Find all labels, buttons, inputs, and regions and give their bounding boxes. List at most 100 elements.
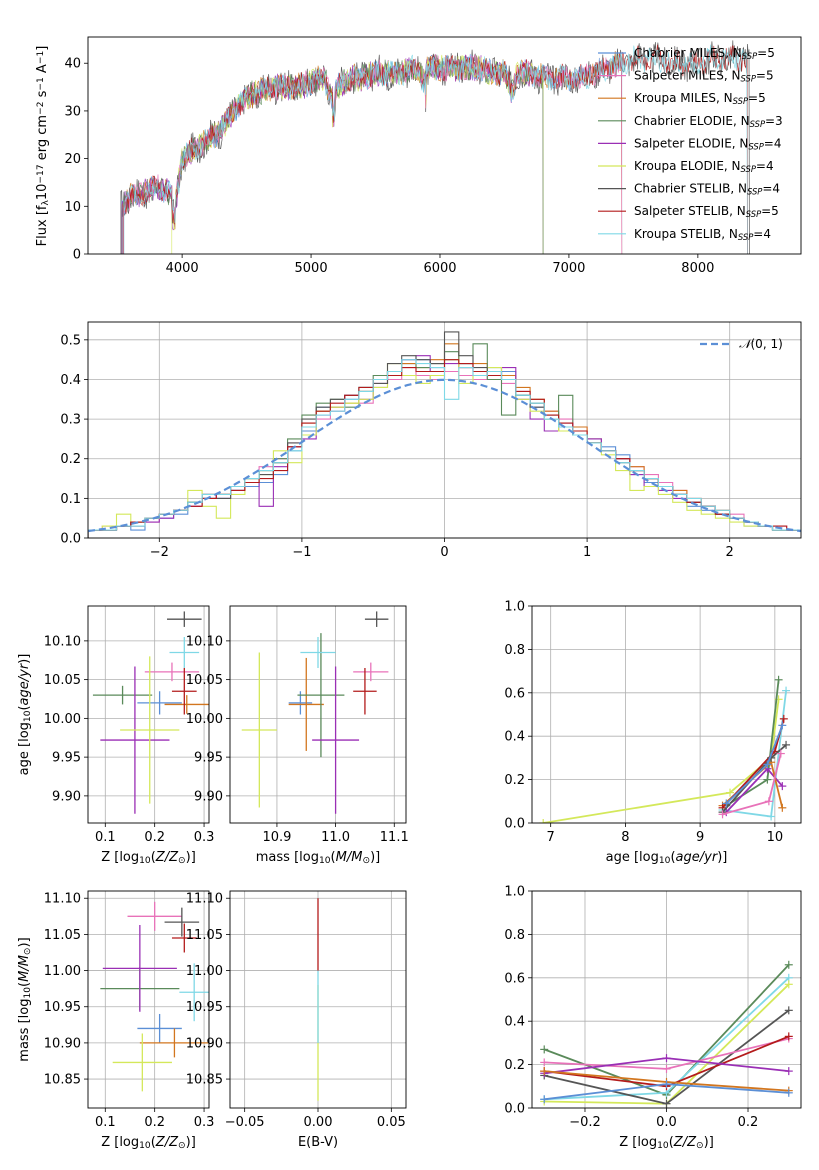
- x-tick-label: 7: [547, 830, 555, 845]
- legend-series-name: Salpeter STELIB, N: [634, 204, 746, 218]
- x-tick-label: 5000: [295, 261, 328, 276]
- y-tick-label: 11.10: [44, 892, 81, 907]
- legend-label: Salpeter MILES, NSSP=5: [634, 69, 774, 84]
- y-tick-label: 10.90: [44, 1036, 81, 1051]
- y-tick-label: 10: [64, 200, 81, 215]
- y-tick-label: 10.90: [186, 1036, 223, 1051]
- plot-area: [120, 40, 750, 254]
- axes-frame: [531, 605, 802, 824]
- legend-series-name: Chabrier MILES, N: [634, 46, 742, 60]
- x-tick-label: 2: [726, 545, 734, 560]
- y-tick-label: 11.05: [44, 928, 81, 943]
- y-tick-label: 0.2: [504, 1058, 525, 1073]
- y-tick-label: 0: [73, 248, 81, 263]
- y-tick-label: 20: [64, 152, 81, 167]
- axes-frame: [87, 605, 210, 824]
- y-tick-label: 30: [64, 104, 81, 119]
- y-tick-label: 40: [64, 57, 81, 72]
- legend-series-name: Salpeter MILES, N: [634, 69, 741, 83]
- y-tick-label: 0.4: [504, 1015, 525, 1030]
- plot-area: [539, 675, 791, 823]
- y-tick-label: 10.95: [186, 1000, 223, 1015]
- x-tick-label: 10.9: [262, 830, 291, 845]
- y-tick-label: 0.6: [504, 971, 525, 986]
- x-axis-label: age [log10(age/yr)]: [606, 850, 728, 866]
- legend-series-name: Kroupa ELODIE, N: [634, 159, 741, 173]
- y-tick-label: 0.1: [60, 492, 81, 507]
- y-tick-label: 1.0: [504, 600, 525, 615]
- y-tick-label: 10.10: [44, 634, 81, 649]
- plot-age_vs_mass: 10.9 11.0 11.1 9.90 9.95 10.00 10.05 10.10: [186, 605, 409, 845]
- y-tick-label: 0.4: [504, 730, 525, 745]
- y-tick-label: 0.3: [60, 413, 81, 428]
- plot-area: [100, 901, 209, 1092]
- y-tick-label: 11.00: [44, 964, 81, 979]
- x-tick-label: 0.00: [304, 1115, 333, 1130]
- plot-area: [88, 331, 801, 538]
- gaussian-curve: [88, 378, 801, 533]
- axes-frame: [229, 890, 407, 1109]
- x-tick-label: 0: [440, 545, 448, 560]
- axes-frame: [87, 36, 802, 255]
- y-tick-label: 0.2: [60, 452, 81, 467]
- axes-frame: [531, 890, 802, 1109]
- x-tick-label: 6000: [423, 261, 456, 276]
- x-axis-label: Z [log10(Z/Z⊙)]: [101, 850, 196, 866]
- x-tick-label: 7000: [552, 261, 585, 276]
- plot-weight_vs_Z: −0.2 0.0 0.2 0.0 0.2 0.4 0.6 0.8 1.0: [504, 885, 802, 1130]
- plot-area: [540, 960, 793, 1108]
- y-tick-label: 10.95: [44, 1000, 81, 1015]
- x-tick-label: −0.2: [569, 1115, 601, 1130]
- x-tick-label: −2: [150, 545, 169, 560]
- x-tick-label: 8: [621, 830, 629, 845]
- y-tick-label: 9.90: [52, 789, 81, 804]
- x-tick-label: 0.2: [144, 830, 165, 845]
- legend-label: 𝒩(0, 1): [739, 337, 783, 351]
- x-tick-label: 0.3: [194, 1115, 215, 1130]
- y-tick-label: 1.0: [504, 885, 525, 900]
- legend-label: Chabrier ELODIE, NSSP=3: [634, 114, 783, 129]
- x-tick-label: 0.1: [95, 1115, 116, 1130]
- x-tick-label: 0.3: [194, 830, 215, 845]
- x-tick-label: 0.1: [95, 830, 116, 845]
- x-axis-label: Z [log10(Z/Z⊙)]: [619, 1135, 714, 1151]
- y-tick-label: 10.05: [186, 673, 223, 688]
- y-tick-label: 10.05: [44, 673, 81, 688]
- x-axis-label: mass [log10(M/M⊙)]: [256, 850, 380, 866]
- x-tick-label: 0.2: [144, 1115, 165, 1130]
- legend-label: Chabrier MILES, NSSP=5: [634, 46, 775, 61]
- plot-mass_vs_Z: 0.1 0.2 0.3 10.85 10.90 10.95 11.00 11.05 11.10: [44, 890, 215, 1130]
- y-tick-label: 9.95: [194, 751, 223, 766]
- legend-series-name: Kroupa STELIB, N: [634, 227, 738, 241]
- legend-series-name: Chabrier ELODIE, N: [634, 114, 750, 128]
- y-axis-label: Flux [fλ10−17 erg cm−2 s−1 A−1]: [35, 46, 51, 247]
- y-tick-label: 10.00: [186, 712, 223, 727]
- x-tick-label: −1: [292, 545, 311, 560]
- y-tick-label: 10.10: [186, 634, 223, 649]
- spectrum-line: [123, 44, 748, 254]
- x-tick-label: 8000: [681, 261, 714, 276]
- plot-age_vs_Z: 0.1 0.2 0.3 9.90 9.95 10.00 10.05 10.10: [44, 605, 215, 845]
- x-tick-label: −0.05: [225, 1115, 265, 1130]
- y-tick-label: 11.00: [186, 964, 223, 979]
- y-tick-label: 0.8: [504, 928, 525, 943]
- plot-spectrum: 4000 5000 6000 7000 8000 0 10 20 30 40: [64, 36, 802, 276]
- weight-line: [543, 699, 780, 823]
- axes-frame: [87, 321, 802, 539]
- x-axis-label: E(B-V): [298, 1135, 338, 1150]
- weight-line: [725, 679, 780, 807]
- axes-frame: [229, 605, 407, 824]
- plot-mass_vs_ebv: −0.05 0.00 0.05 10.85 10.90 10.95 11.00 11.05 11…: [186, 890, 407, 1130]
- legend-series-name: Salpeter ELODIE, N: [634, 136, 748, 150]
- legend-label: Chabrier STELIB, NSSP=4: [634, 182, 780, 197]
- y-tick-label: 10.00: [44, 712, 81, 727]
- y-tick-label: 0.4: [60, 373, 81, 388]
- plot-area: [92, 611, 209, 814]
- legend-label: Salpeter STELIB, NSSP=5: [634, 204, 779, 219]
- x-tick-label: 10: [767, 830, 784, 845]
- y-tick-label: 10.85: [186, 1073, 223, 1088]
- legend-series-name: Kroupa MILES, N: [634, 91, 733, 105]
- legend-label: Kroupa MILES, NSSP=5: [634, 91, 766, 106]
